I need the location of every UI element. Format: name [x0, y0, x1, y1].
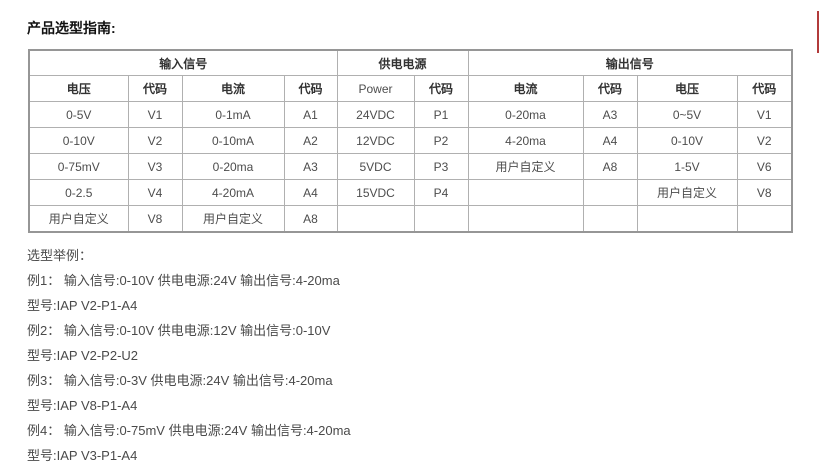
page-title: 产品选型指南:	[27, 20, 116, 36]
col-header-input-current-code: 代码	[283, 75, 338, 102]
group-header-row: 输入信号 供电电源 输出信号	[28, 49, 793, 76]
table-cell: 1-5V	[636, 153, 738, 180]
group-header-power-supply: 供电电源	[336, 49, 469, 76]
example-line: 例4： 输入信号:0-75mV 供电电源:24V 输出信号:4-20ma	[27, 423, 351, 438]
table-cell: 用户自定义	[181, 205, 285, 233]
table-cell	[413, 205, 469, 233]
table-cell: A4	[283, 179, 338, 206]
example-line: 例1： 输入信号:0-10V 供电电源:24V 输出信号:4-20ma	[27, 273, 340, 288]
table-cell: 15VDC	[336, 179, 415, 206]
col-header-output-voltage: 电压	[636, 75, 738, 102]
table-cell: 0-5V	[28, 101, 129, 128]
examples-section: 选型举例： 例1： 输入信号:0-10V 供电电源:24V 输出信号:4-20m…	[27, 243, 351, 467]
table-cell: 4-20ma	[467, 127, 584, 154]
table-cell: P2	[413, 127, 469, 154]
table-cell: A3	[283, 153, 338, 180]
table-cell	[582, 205, 638, 233]
scrollbar-thumb[interactable]	[817, 11, 819, 53]
table-cell: P1	[413, 101, 469, 128]
example-model-line: 型号:IAP V2-P2-U2	[27, 348, 139, 363]
table-cell: 4-20mA	[181, 179, 285, 206]
example-model-line: 型号:IAP V3-P1-A4	[27, 448, 138, 463]
table-cell: V2	[127, 127, 183, 154]
table-cell: V4	[127, 179, 183, 206]
col-header-output-current: 电流	[467, 75, 584, 102]
table-cell: V1	[736, 101, 793, 128]
table-cell: 0-20ma	[467, 101, 584, 128]
table-row: 0-5V V1 0-1mA A1 24VDC P1 0-20ma A3 0~5V…	[28, 101, 793, 128]
table-cell: 24VDC	[336, 101, 415, 128]
table-cell: V8	[127, 205, 183, 233]
table-cell: 用户自定义	[467, 153, 584, 180]
group-header-input-signal: 输入信号	[28, 49, 338, 76]
table-cell	[336, 205, 415, 233]
table-row: 0-2.5 V4 4-20mA A4 15VDC P4 用户自定义 V8	[28, 179, 793, 206]
table-cell: 用户自定义	[636, 179, 738, 206]
col-header-output-voltage-code: 代码	[736, 75, 793, 102]
table-cell: 0-75mV	[28, 153, 129, 180]
table-row: 0-10V V2 0-10mA A2 12VDC P2 4-20ma A4 0-…	[28, 127, 793, 154]
table-cell: A1	[283, 101, 338, 128]
table-cell	[736, 205, 793, 233]
table-cell	[582, 179, 638, 206]
table-cell: P3	[413, 153, 469, 180]
table-cell: A3	[582, 101, 638, 128]
table-cell: 0-2.5	[28, 179, 129, 206]
table-cell	[467, 179, 584, 206]
col-header-output-current-code: 代码	[582, 75, 638, 102]
example-line: 例2： 输入信号:0-10V 供电电源:12V 输出信号:0-10V	[27, 323, 331, 338]
table-cell: 0~5V	[636, 101, 738, 128]
table-cell: V1	[127, 101, 183, 128]
table-cell	[636, 205, 738, 233]
example-model-line: 型号:IAP V2-P1-A4	[27, 298, 138, 313]
table-cell: 用户自定义	[28, 205, 129, 233]
group-header-output-signal: 输出信号	[467, 49, 793, 76]
table-cell: 0-1mA	[181, 101, 285, 128]
column-header-row: 电压 代码 电流 代码 Power 代码 电流 代码 电压 代码	[28, 75, 793, 102]
table-cell: 0-10mA	[181, 127, 285, 154]
table-cell: P4	[413, 179, 469, 206]
table-cell: 0-10V	[636, 127, 738, 154]
table-cell: 0-10V	[28, 127, 129, 154]
table-cell: 5VDC	[336, 153, 415, 180]
example-model-line: 型号:IAP V8-P1-A4	[27, 398, 138, 413]
table-cell: A8	[283, 205, 338, 233]
table-cell: A8	[582, 153, 638, 180]
col-header-power-code: 代码	[413, 75, 469, 102]
col-header-input-current: 电流	[181, 75, 285, 102]
col-header-input-voltage: 电压	[28, 75, 129, 102]
table-cell: V3	[127, 153, 183, 180]
col-header-input-voltage-code: 代码	[127, 75, 183, 102]
examples-heading: 选型举例：	[27, 248, 93, 263]
table-cell: V8	[736, 179, 793, 206]
table-cell: A2	[283, 127, 338, 154]
table-cell: A4	[582, 127, 638, 154]
table-cell: 0-20ma	[181, 153, 285, 180]
table-row: 用户自定义 V8 用户自定义 A8	[28, 205, 793, 233]
product-selection-table: 输入信号 供电电源 输出信号 电压 代码 电流 代码 Power 代码 电流 代…	[28, 49, 793, 233]
table-cell: 12VDC	[336, 127, 415, 154]
col-header-power: Power	[336, 75, 415, 102]
table-cell: V2	[736, 127, 793, 154]
table-row: 0-75mV V3 0-20ma A3 5VDC P3 用户自定义 A8 1-5…	[28, 153, 793, 180]
example-line: 例3： 输入信号:0-3V 供电电源:24V 输出信号:4-20ma	[27, 373, 333, 388]
table-cell	[467, 205, 584, 233]
table-cell: V6	[736, 153, 793, 180]
